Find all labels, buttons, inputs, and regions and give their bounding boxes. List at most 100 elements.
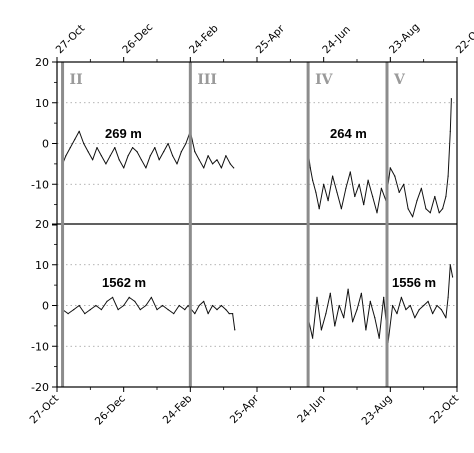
bottom-x-tick-label: 24-Jun — [295, 393, 328, 426]
data-point — [178, 304, 180, 307]
depth-label: 1562 m — [102, 275, 146, 290]
data-point — [440, 309, 442, 311]
data-point — [233, 167, 235, 169]
data-point — [232, 313, 234, 315]
data-point — [173, 313, 175, 315]
data-point — [329, 292, 331, 294]
data-point — [376, 212, 378, 214]
data-point — [394, 175, 396, 177]
data-point — [73, 309, 75, 311]
data-point — [405, 309, 407, 311]
data-point — [412, 216, 414, 218]
data-point — [140, 159, 142, 161]
y-tick-label: 10 — [35, 97, 49, 110]
data-point — [95, 304, 97, 307]
data-point — [452, 276, 454, 278]
data-point — [420, 187, 422, 189]
data-point — [198, 304, 200, 307]
top-x-tick-label: 27-Oct — [54, 22, 88, 56]
depth-label: 269 m — [105, 126, 142, 141]
data-point — [374, 317, 376, 319]
data-point — [89, 309, 91, 311]
data-point — [134, 300, 136, 302]
data-point — [449, 130, 451, 132]
data-point — [83, 142, 85, 145]
y-tick-label: 20 — [35, 218, 49, 231]
data-point — [216, 159, 218, 161]
data-point — [184, 309, 186, 311]
data-point — [360, 292, 362, 294]
data-point — [185, 142, 187, 145]
data-point — [318, 208, 320, 210]
lower-panel: -20 -10 0 10 20 — [31, 218, 457, 394]
data-point — [158, 159, 160, 161]
data-point — [323, 183, 325, 185]
bottom-x-tick-label: 23-Aug — [360, 393, 395, 428]
data-point — [194, 313, 196, 315]
data-point — [309, 167, 311, 169]
data-point — [450, 98, 452, 100]
top-x-axis-tick-labels: 27-Oct 26-Dec 24-Feb 25-Apr 24-Jun 23-Aug 22-O… — [54, 21, 474, 62]
series-lower-1-line — [62, 296, 236, 330]
data-point — [316, 296, 318, 298]
top-x-tick-label: 24-Jun — [320, 23, 353, 56]
data-point — [429, 212, 431, 214]
bottom-x-tick-label: 24-Feb — [161, 392, 195, 426]
data-point — [389, 167, 391, 169]
period-label-IV: IV — [315, 72, 334, 88]
data-point — [354, 195, 356, 198]
data-point — [67, 313, 69, 315]
bottom-x-tick-label: 22-Oct — [427, 393, 461, 427]
data-point — [69, 147, 71, 149]
y-tick-label: 0 — [42, 300, 49, 313]
data-point — [78, 304, 80, 307]
data-point — [315, 191, 317, 193]
data-point — [369, 300, 371, 302]
data-point — [220, 304, 222, 307]
data-point — [84, 313, 86, 315]
data-point — [145, 167, 147, 169]
data-point — [139, 309, 141, 311]
upper-panel: -10 0 10 20 — [31, 56, 457, 226]
data-point — [207, 313, 209, 315]
data-point — [65, 155, 67, 157]
data-point — [176, 163, 178, 165]
data-point — [225, 155, 227, 157]
data-point — [123, 167, 125, 169]
data-point — [423, 304, 425, 307]
data-point — [447, 296, 449, 298]
bottom-x-tick-label: 27-Oct — [27, 393, 61, 427]
y-tick-label: 0 — [42, 138, 49, 151]
data-point — [187, 304, 189, 307]
data-point — [167, 142, 169, 145]
data-point — [367, 179, 369, 181]
data-point — [358, 183, 360, 185]
data-point — [172, 155, 174, 157]
period-label-III: III — [197, 72, 217, 88]
data-point — [447, 175, 449, 177]
data-point — [167, 309, 169, 311]
data-point — [163, 151, 165, 153]
data-point — [145, 304, 147, 307]
data-point — [87, 151, 89, 153]
data-point — [207, 155, 209, 157]
data-point — [372, 195, 374, 198]
data-point — [338, 304, 340, 307]
data-point — [100, 155, 102, 157]
y-tick-label: -10 — [31, 178, 49, 191]
data-point — [343, 317, 345, 319]
bottom-x-axis-tick-labels: 27-Oct 26-Dec 24-Feb 25-Apr 24-Jun 23-Aug 22-O… — [27, 387, 461, 428]
data-point — [414, 317, 416, 319]
data-point — [96, 147, 98, 149]
data-point — [117, 309, 119, 311]
data-point — [336, 191, 338, 193]
data-point — [445, 317, 447, 319]
data-point — [380, 187, 382, 189]
top-x-tick-label: 22-Oct — [454, 22, 474, 56]
data-point — [442, 208, 444, 210]
data-point — [106, 300, 108, 302]
data-point — [396, 313, 398, 315]
data-point — [334, 325, 336, 327]
